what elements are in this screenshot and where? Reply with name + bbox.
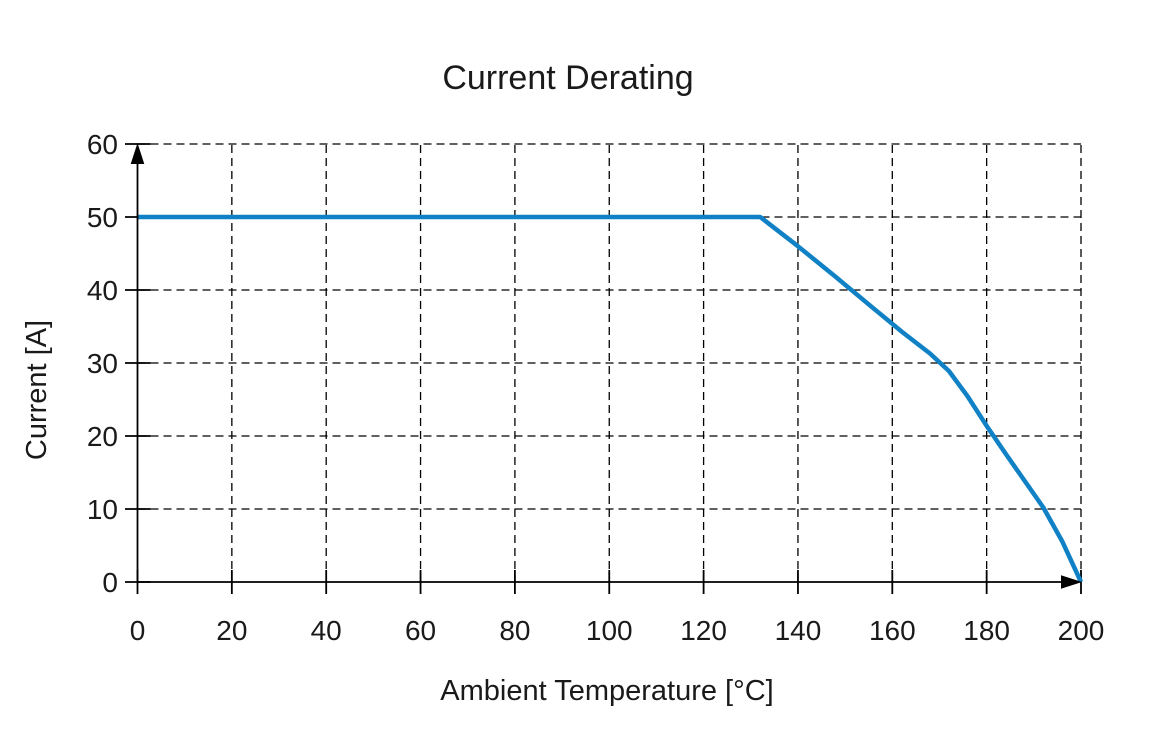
svg-text:0: 0 <box>102 567 118 598</box>
svg-text:180: 180 <box>963 615 1010 646</box>
svg-text:20: 20 <box>87 421 118 452</box>
svg-text:140: 140 <box>775 615 822 646</box>
derating-curve <box>137 214 1084 583</box>
axis-tick-labels: 0 20 40 60 80 100 120 140 160 180 200 0 10 20 30 40 50 60 <box>87 129 1105 646</box>
svg-text:40: 40 <box>87 275 118 306</box>
x-axis-label: Ambient Temperature [°C] <box>440 675 773 707</box>
svg-text:120: 120 <box>680 615 727 646</box>
svg-text:10: 10 <box>87 494 118 525</box>
svg-text:60: 60 <box>405 615 436 646</box>
svg-text:50: 50 <box>87 202 118 233</box>
axis-tick-marks <box>125 143 1082 594</box>
y-axis-label: Current [A] <box>21 320 53 460</box>
svg-text:100: 100 <box>586 615 633 646</box>
axes <box>130 143 1082 589</box>
svg-text:60: 60 <box>87 129 118 160</box>
svg-text:20: 20 <box>216 615 247 646</box>
svg-text:80: 80 <box>499 615 530 646</box>
svg-text:200: 200 <box>1058 615 1105 646</box>
svg-text:0: 0 <box>130 615 146 646</box>
svg-text:40: 40 <box>311 615 342 646</box>
svg-text:30: 30 <box>87 348 118 379</box>
svg-text:160: 160 <box>869 615 916 646</box>
chart-title: Current Derating <box>442 59 693 97</box>
